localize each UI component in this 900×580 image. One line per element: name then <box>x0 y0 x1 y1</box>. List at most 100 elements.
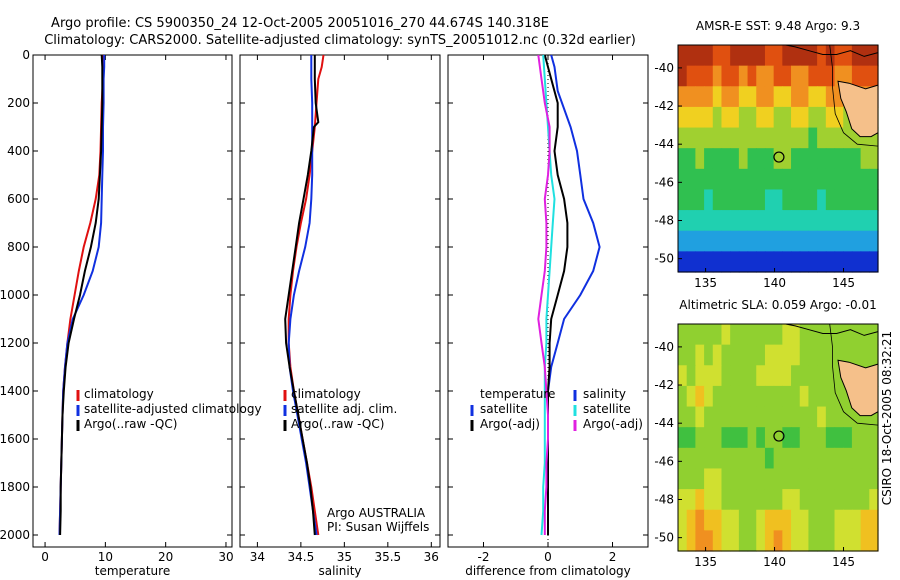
altimetric-sla-map-cell <box>817 324 827 346</box>
altimetric-sla-map-cell <box>817 509 827 531</box>
amsr-sst-map-cell <box>799 45 810 67</box>
amsr-sst-map-xtick-label: 145 <box>832 276 855 290</box>
amsr-sst-map-cell <box>825 148 836 170</box>
amsr-sst-map-cell <box>686 189 696 211</box>
amsr-sst-map-cell <box>695 210 705 232</box>
amsr-sst-map-cell <box>808 45 818 67</box>
difference-profile-xtick-label: 2 <box>609 550 617 564</box>
altimetric-sla-map-cell <box>808 447 818 470</box>
altimetric-sla-map-cell <box>860 468 870 490</box>
altimetric-sla-map-cell <box>808 489 818 511</box>
amsr-sst-map-cell <box>825 189 836 211</box>
altimetric-sla-map-cell <box>721 406 731 428</box>
altimetric-sla-map-cell <box>851 447 862 470</box>
amsr-sst-map-cell <box>704 189 714 211</box>
altimetric-sla-map-cell <box>704 385 714 408</box>
altimetric-sla-map-title: Altimetric SLA: 0.059 Argo: -0.01 <box>679 298 876 312</box>
altimetric-sla-map-cell <box>756 406 766 428</box>
amsr-sst-map-cell <box>773 45 783 67</box>
altimetric-sla-map-cell <box>773 406 783 428</box>
altimetric-sla-map-cell <box>834 509 844 531</box>
amsr-sst-map-cell <box>738 106 749 129</box>
altimetric-sla-map-cell <box>843 468 853 490</box>
amsr-sst-map-cell <box>843 127 853 149</box>
amsr-sst-map-cell <box>773 65 783 87</box>
altimetric-sla-map-cell <box>869 324 879 346</box>
altimetric-sla-map-cell <box>678 365 688 387</box>
altimetric-sla-map-cell <box>808 385 818 408</box>
amsr-sst-map-cell <box>730 168 740 191</box>
altimetric-sla-map-cell <box>738 324 749 346</box>
temperature-profile-ytick-label: 600 <box>7 192 30 206</box>
altimetric-sla-map-cell <box>808 468 818 490</box>
amsr-sst-map-cell <box>695 45 705 67</box>
amsr-sst-map-cell <box>695 230 705 252</box>
altimetric-sla-map-cell <box>817 489 827 511</box>
amsr-sst-map-cell <box>869 189 879 211</box>
altimetric-sla-map-cell <box>704 489 714 511</box>
altimetric-sla-map-cell <box>686 324 696 346</box>
amsr-sst-map-cell <box>730 251 740 273</box>
amsr-sst-map-ytick-label: -50 <box>654 252 674 266</box>
amsr-sst-map-cell <box>817 65 827 87</box>
altimetric-sla-map-cell <box>712 406 723 428</box>
amsr-sst-map-cell <box>808 189 818 211</box>
altimetric-sla-map-cell <box>721 530 731 552</box>
altimetric-sla-map-cell <box>782 344 792 366</box>
amsr-sst-map-cell <box>695 148 705 170</box>
amsr-sst-map-cell <box>712 251 723 273</box>
altimetric-sla-map-ytick-label: -50 <box>654 531 674 545</box>
amsr-sst-map-cell <box>756 45 766 67</box>
difference-profile-series-salinity-argo-adj- <box>537 54 551 535</box>
amsr-sst-map-cell <box>730 127 740 149</box>
amsr-sst-map-cell <box>756 106 766 129</box>
altimetric-sla-map-cell <box>817 447 827 470</box>
altimetric-sla-map-cell <box>747 509 757 531</box>
diff-legend-label-temperature: satellite <box>480 402 528 416</box>
altimetric-sla-map-cell <box>747 365 757 387</box>
amsr-sst-map-cell <box>782 189 792 211</box>
amsr-sst-map-cell <box>869 230 879 252</box>
amsr-sst-map-cell <box>756 148 766 170</box>
amsr-sst-map-cell <box>851 251 862 273</box>
altimetric-sla-map-cell <box>869 468 879 490</box>
temperature-profile-xtick-label: 10 <box>98 550 113 564</box>
altimetric-sla-map-cell <box>686 385 696 408</box>
amsr-sst-map-cell <box>695 106 705 129</box>
altimetric-sla-map-cell <box>730 427 740 449</box>
altimetric-sla-map-cell <box>791 406 801 428</box>
amsr-sst-map-cell <box>782 230 792 252</box>
amsr-sst-map-cell <box>825 45 836 67</box>
amsr-sst-map-frame <box>677 44 879 273</box>
amsr-sst-map-cell <box>695 86 705 108</box>
altimetric-sla-map-cell <box>738 509 749 531</box>
altimetric-sla-map-cell <box>678 530 688 552</box>
altimetric-sla-map-cell <box>747 447 757 470</box>
amsr-sst-map-cell <box>712 168 723 191</box>
amsr-sst-map-cell <box>817 210 827 232</box>
altimetric-sla-map-cell <box>756 530 766 552</box>
altimetric-sla-map-cell <box>730 406 740 428</box>
altimetric-sla-map-cell <box>730 385 740 408</box>
amsr-sst-map-cell <box>834 168 844 191</box>
altimetric-sla-map-cell <box>721 468 731 490</box>
altimetric-sla-map-cell <box>730 365 740 387</box>
amsr-sst-map-cell <box>764 168 775 191</box>
altimetric-sla-map-cell <box>738 344 749 366</box>
altimetric-sla-map-cell <box>704 406 714 428</box>
difference-profile-xtick-label: -2 <box>477 550 489 564</box>
amsr-sst-map-cell <box>756 86 766 108</box>
altimetric-sla-map-cell <box>817 344 827 366</box>
amsr-sst-map-cell <box>825 230 836 252</box>
amsr-sst-map-cell <box>747 148 757 170</box>
altimetric-sla-map-cell <box>712 530 723 552</box>
altimetric-sla-map-cell <box>843 489 853 511</box>
temperature-profile-legend-label: climatology <box>84 387 154 401</box>
amsr-sst-map-cell <box>843 210 853 232</box>
amsr-sst-map-cell <box>817 45 827 67</box>
altimetric-sla-map-cell <box>738 489 749 511</box>
altimetric-sla-map-cell <box>721 447 731 470</box>
amsr-sst-map-cell <box>791 45 801 67</box>
amsr-sst-map-cell <box>834 230 844 252</box>
amsr-sst-map-cell <box>704 148 714 170</box>
